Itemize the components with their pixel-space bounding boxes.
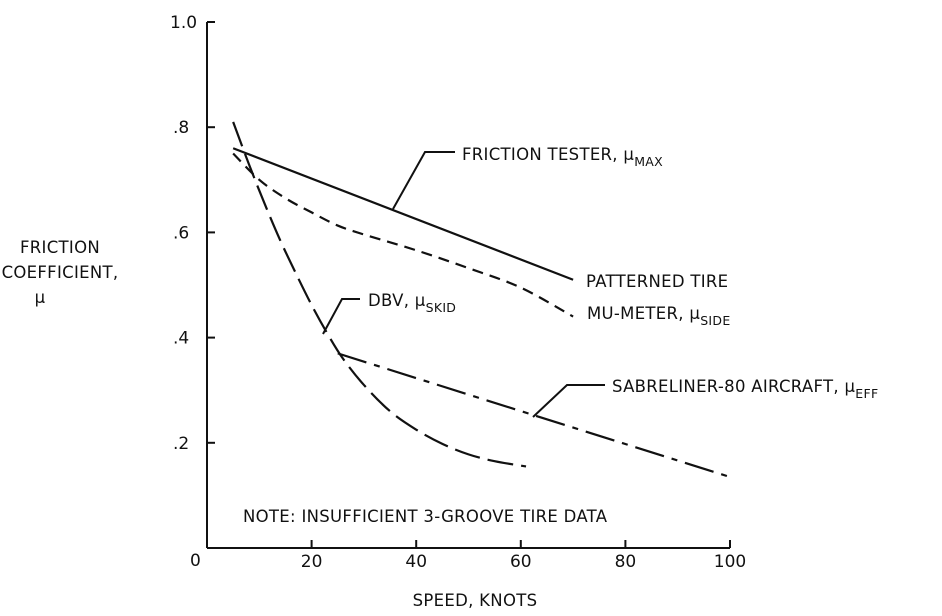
leader-dbv xyxy=(322,298,360,335)
label-friction-tester: FRICTION TESTER, μMAX xyxy=(462,145,663,169)
label-mu-meter: MU-METER, μSIDE xyxy=(587,304,731,328)
y-axis-label-line2: COEFFICIENT, xyxy=(2,263,119,282)
label-sabreliner: SABRELINER-80 AIRCRAFT, μEFF xyxy=(612,377,878,401)
x-tick-label: 100 xyxy=(714,552,746,572)
y-tick-label: 0 xyxy=(190,551,201,571)
x-tick-label: 80 xyxy=(615,552,637,572)
annotation-patterned-tire: PATTERNED TIRE xyxy=(586,272,728,291)
y-tick-label: .6 xyxy=(173,223,189,243)
leader-sabreliner xyxy=(532,384,605,418)
y-tick-label: .8 xyxy=(173,118,189,138)
axes: 0 .2 .4 .6 .8 1.0 20 40 60 80 100 SPEED, KNOTS FRICT… xyxy=(2,13,747,610)
y-tick-label: .2 xyxy=(173,434,189,454)
labels-layer: FRICTION TESTER, μMAX MU-METER, μSIDE DBV,… xyxy=(243,145,878,526)
series-mu-meter-line xyxy=(232,152,574,318)
x-tick-label: 40 xyxy=(405,552,427,572)
series-sabreliner-line xyxy=(337,352,731,479)
y-tick-label: .4 xyxy=(173,329,189,349)
leader-friction-tester xyxy=(392,151,455,210)
y-axis-label-line1: FRICTION xyxy=(20,238,100,257)
series-layer xyxy=(232,121,731,479)
label-dbv: DBV, μSKID xyxy=(368,291,456,315)
y-axis-label-line3: μ xyxy=(35,288,46,307)
x-tick-label: 20 xyxy=(301,552,323,572)
series-friction-tester-line xyxy=(232,147,574,281)
note-text: NOTE: INSUFFICIENT 3-GROOVE TIRE DATA xyxy=(243,507,608,526)
x-tick-label: 60 xyxy=(510,552,532,572)
x-axis-label: SPEED, KNOTS xyxy=(413,591,538,610)
y-tick-label: 1.0 xyxy=(170,13,197,33)
series-dbv-line xyxy=(232,121,527,468)
